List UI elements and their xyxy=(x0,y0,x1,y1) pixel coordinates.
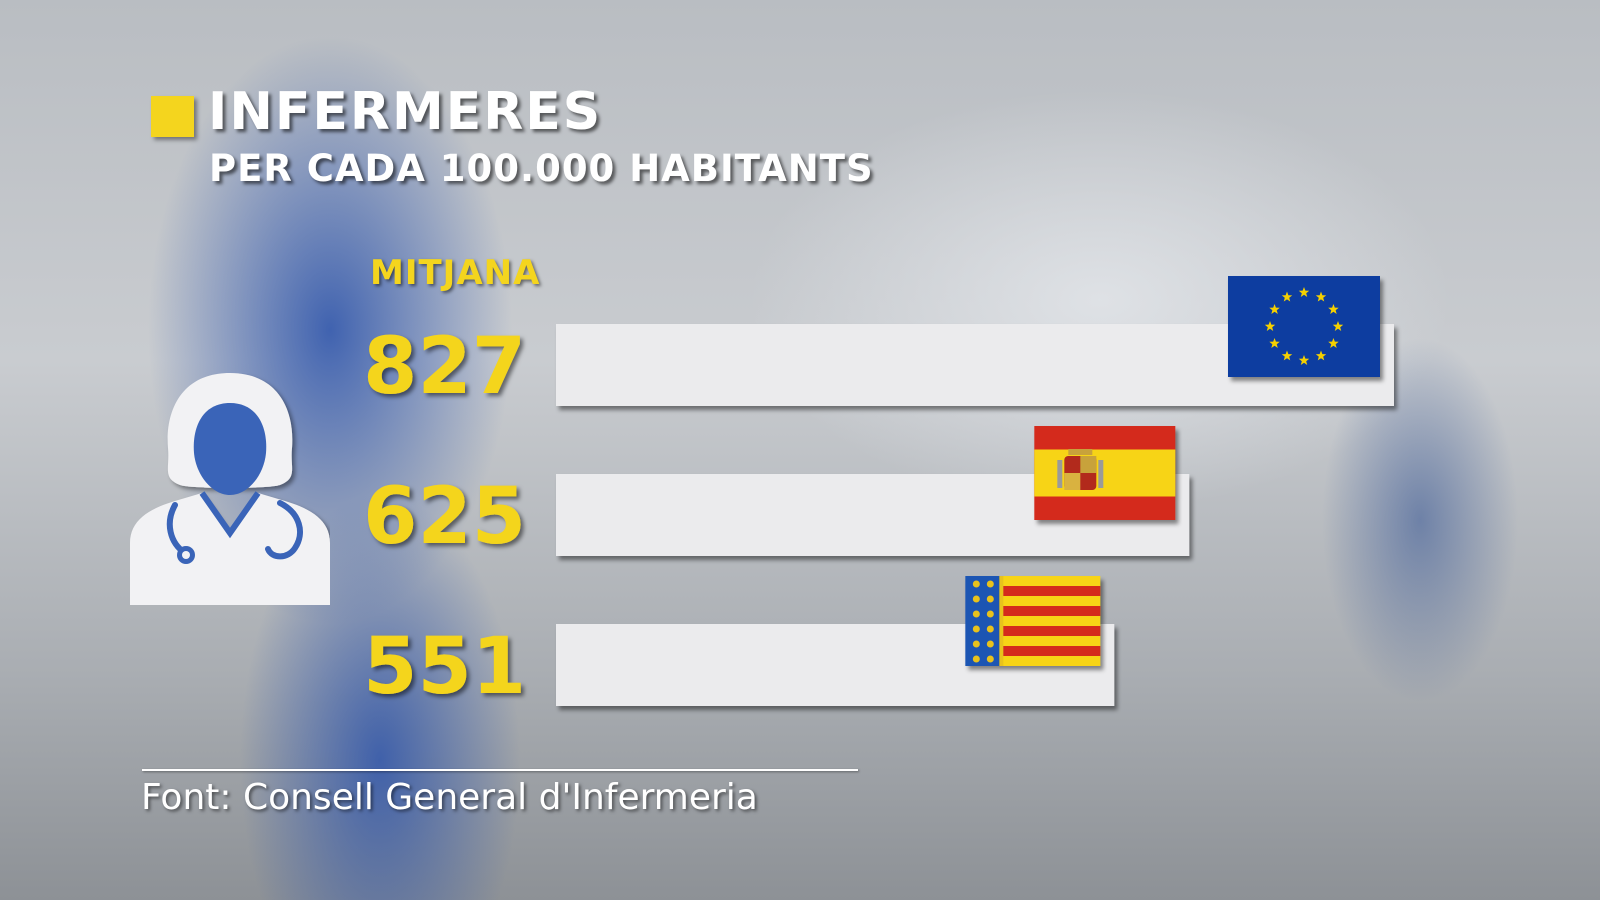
chart-subtitle: PER CADA 100.000 HABITANTS xyxy=(209,147,874,190)
average-label: MITJANA xyxy=(370,253,541,293)
value-label-2: 625 xyxy=(363,472,526,562)
valencia-flag-icon xyxy=(965,576,1101,666)
source-note: Font: Consell General d'Infermeria xyxy=(141,777,758,818)
spain-flag-icon xyxy=(1034,426,1176,520)
eu-flag-icon xyxy=(1228,276,1380,377)
source-divider xyxy=(142,769,858,771)
chart-title: INFERMERES xyxy=(208,82,603,142)
title-marker xyxy=(151,96,194,137)
nurse-icon xyxy=(130,373,330,605)
value-label-3: 551 xyxy=(363,622,526,712)
value-label-1: 827 xyxy=(363,322,526,412)
